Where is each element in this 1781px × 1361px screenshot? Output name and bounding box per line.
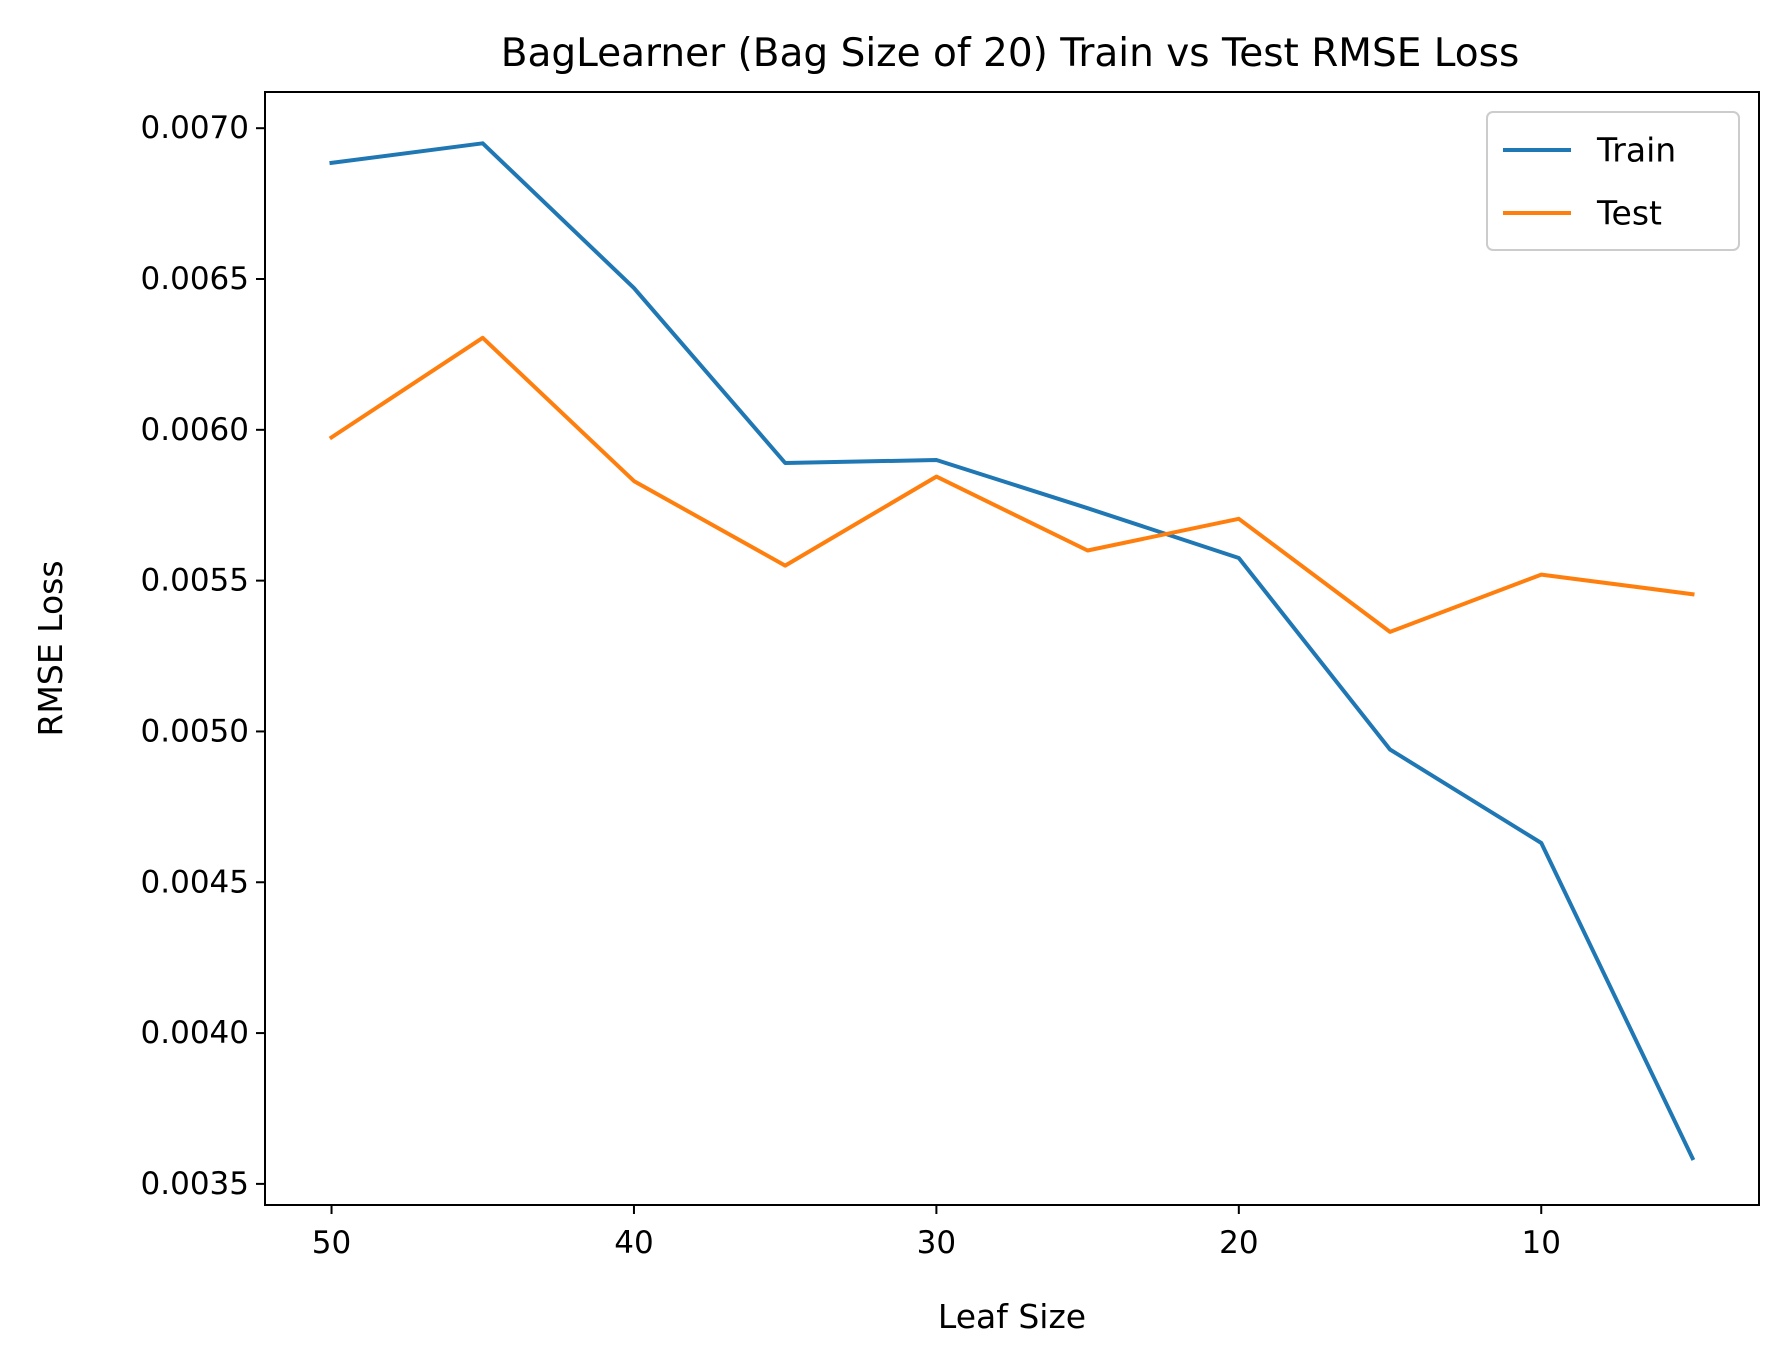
y-tick-label: 0.0060 [141, 412, 249, 448]
legend: Train Test [1486, 111, 1740, 251]
series-line-train [329, 141, 1696, 1161]
x-tick-label: 40 [614, 1225, 653, 1261]
y-tick-label: 0.0045 [141, 864, 249, 900]
x-tick-label: 20 [1219, 1225, 1258, 1261]
y-axis: 0.0035 0.0040 0.0045 0.0050 0.0055 0.0060 0.00… [141, 110, 265, 1202]
x-axis: 50 40 30 20 10 [312, 1205, 1561, 1261]
legend-label-test: Test [1596, 194, 1662, 233]
y-tick-label: 0.0035 [141, 1166, 249, 1202]
legend-label-train: Train [1596, 131, 1676, 170]
y-tick-label: 0.0070 [141, 110, 249, 146]
y-tick-label: 0.0040 [141, 1015, 249, 1051]
chart-title: BagLearner (Bag Size of 20) Train vs Tes… [501, 31, 1520, 76]
plot-frame [264, 91, 1760, 1206]
x-tick-label: 30 [917, 1225, 956, 1261]
y-tick-label: 0.0055 [141, 563, 249, 599]
legend-box [1486, 111, 1740, 251]
x-tick-label: 10 [1522, 1225, 1561, 1261]
y-tick-label: 0.0065 [141, 261, 249, 297]
x-tick-label: 50 [312, 1225, 351, 1261]
y-tick-label: 0.0050 [141, 713, 249, 749]
series-line-test [328, 335, 1695, 634]
x-axis-label: Leaf Size [938, 1297, 1086, 1336]
plot-lines [328, 141, 1696, 1161]
y-axis-label: RMSE Loss [31, 560, 70, 736]
